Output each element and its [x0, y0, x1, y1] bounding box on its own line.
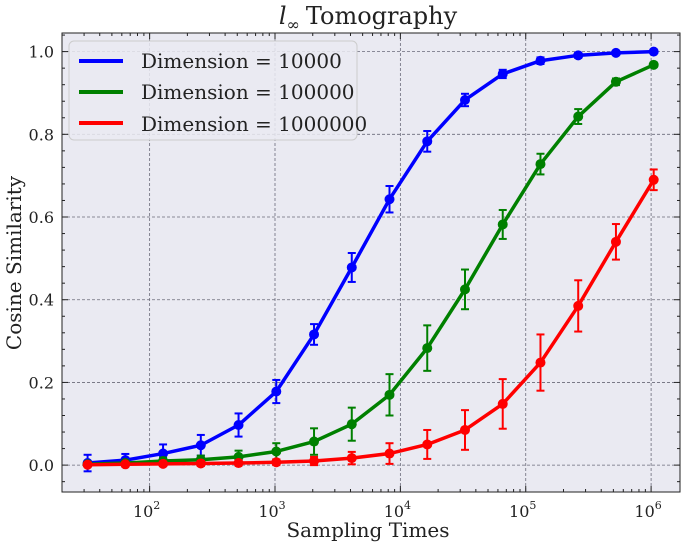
title-subscript: ∞: [287, 15, 300, 34]
y-tick-label: 0.4: [29, 291, 54, 310]
x-tick-base: 10: [133, 502, 153, 521]
data-point-2: [610, 236, 621, 247]
data-point-0: [610, 47, 621, 58]
data-point-2: [271, 457, 282, 468]
data-point-0: [648, 46, 659, 57]
plot-frame: [61, 32, 681, 493]
y-tick-label: 1.0: [29, 43, 54, 62]
data-point-0: [309, 329, 320, 340]
data-point-2: [346, 453, 357, 464]
data-point-1: [346, 419, 357, 430]
data-point-0: [459, 94, 470, 105]
title-symbol: l: [279, 2, 287, 30]
chart-title: l∞ Tomography: [279, 2, 458, 34]
x-axis-label: Sampling Times: [286, 518, 449, 542]
x-tick-base: 10: [509, 502, 529, 521]
x-tick-base: 10: [634, 502, 654, 521]
y-tick-label: 0.2: [29, 373, 54, 392]
data-point-0: [384, 194, 395, 205]
data-point-0: [535, 55, 546, 66]
series-layer: [82, 46, 659, 473]
data-point-2: [384, 448, 395, 459]
data-point-1: [573, 111, 584, 122]
data-point-0: [346, 262, 357, 273]
y-tick-label: 0.8: [29, 125, 54, 144]
x-tick-label: 104: [384, 499, 411, 521]
data-point-2: [648, 174, 659, 185]
data-point-2: [459, 424, 470, 435]
data-point-2: [309, 455, 320, 466]
data-point-0: [195, 440, 206, 451]
x-tick-label: 105: [509, 499, 536, 521]
data-point-2: [573, 300, 584, 311]
legend-label-dimension-10000: Dimension = 10000: [141, 49, 342, 73]
title-text: Tomography: [306, 2, 458, 30]
data-point-1: [535, 159, 546, 170]
data-point-0: [158, 448, 169, 459]
data-point-0: [271, 386, 282, 397]
data-point-2: [195, 458, 206, 469]
legend-label-dimension-1000000: Dimension = 1000000: [141, 112, 367, 136]
data-point-0: [422, 136, 433, 147]
x-tick-exponent: 3: [279, 499, 286, 512]
data-point-2: [422, 439, 433, 450]
data-point-2: [497, 398, 508, 409]
x-tick-base: 10: [258, 502, 278, 521]
data-point-2: [233, 458, 244, 469]
x-tick-exponent: 2: [153, 499, 160, 512]
y-tick-label: 0.0: [29, 456, 54, 475]
x-tick-base: 10: [384, 502, 404, 521]
data-point-1: [459, 284, 470, 295]
data-point-1: [497, 219, 508, 230]
data-point-2: [120, 459, 131, 470]
data-point-1: [422, 343, 433, 354]
data-point-2: [158, 458, 169, 469]
data-point-1: [309, 436, 320, 447]
data-point-1: [648, 59, 659, 70]
x-tick-exponent: 6: [655, 499, 662, 512]
legend-box: [68, 40, 358, 141]
series-line-1: [85, 63, 656, 467]
data-point-2: [535, 357, 546, 368]
data-point-2: [82, 459, 93, 470]
series-line-2: [85, 178, 656, 467]
legend-label-dimension-100000: Dimension = 100000: [141, 80, 355, 104]
data-point-1: [271, 446, 282, 457]
x-tick-label: 106: [634, 499, 661, 521]
x-tick-exponent: 4: [404, 499, 411, 512]
legend: Dimension = 10000 Dimension = 100000 Dim…: [68, 40, 367, 141]
x-tick-label: 103: [258, 499, 285, 521]
y-axis-label: Cosine Similarity: [2, 175, 26, 350]
data-point-1: [610, 76, 621, 87]
data-point-0: [573, 50, 584, 61]
data-point-0: [233, 420, 244, 431]
data-point-1: [384, 389, 395, 400]
y-tick-label: 0.6: [29, 208, 54, 227]
x-tick-exponent: 5: [529, 499, 536, 512]
series-line-0: [85, 49, 656, 465]
x-tick-label: 102: [133, 499, 160, 521]
data-point-0: [497, 68, 508, 79]
